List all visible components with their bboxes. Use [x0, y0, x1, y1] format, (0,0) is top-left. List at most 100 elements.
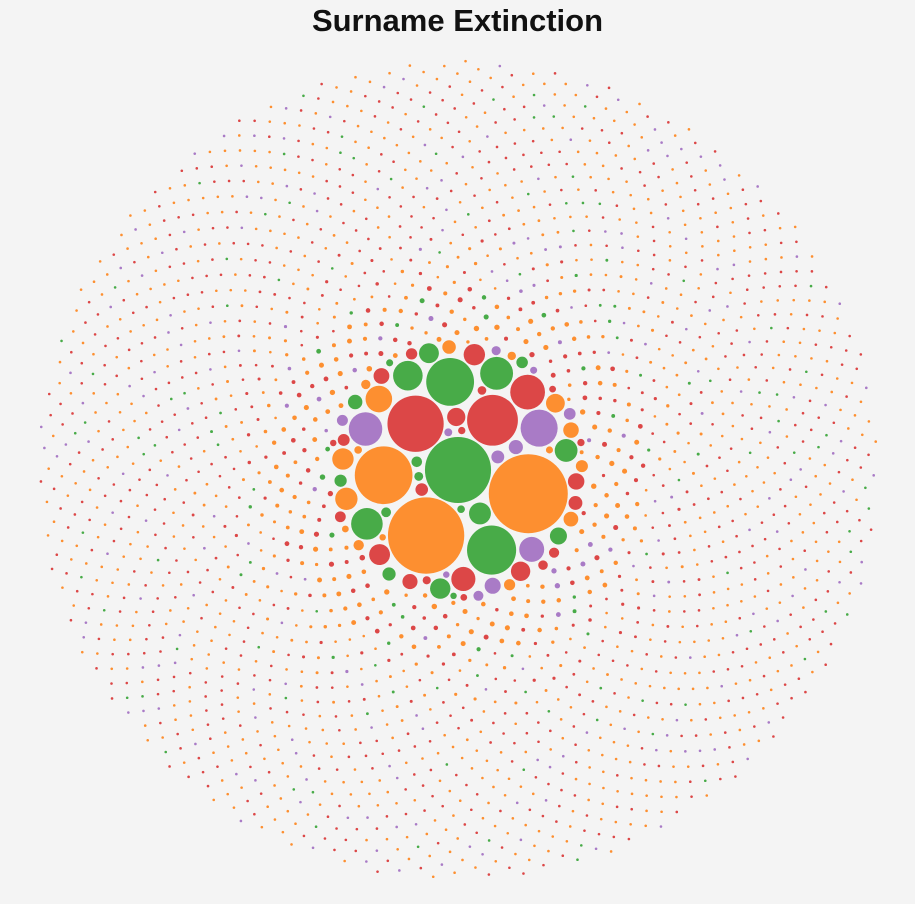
- bubble-orange: [388, 71, 391, 75]
- bubble-red: [354, 849, 358, 853]
- bubble-orange: [564, 82, 568, 86]
- bubble-orange: [377, 694, 381, 698]
- bubble-orange: [312, 417, 318, 422]
- bubble-orange: [318, 714, 322, 718]
- bubble-red: [332, 329, 335, 333]
- bubble-green: [316, 348, 322, 354]
- bubble-purple: [746, 757, 749, 761]
- bubble-green: [541, 312, 547, 318]
- bubble-red: [510, 374, 545, 410]
- bubble-purple: [336, 414, 348, 426]
- bubble-red: [364, 351, 369, 356]
- bubble-orange: [143, 724, 147, 727]
- bubble-green: [416, 845, 420, 849]
- bubble-orange: [99, 623, 103, 626]
- bubble-orange: [370, 295, 374, 299]
- bubble-orange: [425, 832, 429, 836]
- bubble-orange: [698, 671, 701, 675]
- bubble-orange: [739, 315, 743, 319]
- bubble-purple: [157, 664, 161, 667]
- bubble-red: [91, 592, 94, 596]
- bubble-purple: [486, 135, 489, 138]
- bubble-green: [374, 664, 377, 667]
- bubble-purple: [284, 682, 287, 686]
- bubble-red: [563, 354, 568, 359]
- bubble-orange: [599, 569, 604, 574]
- bubble-orange: [814, 474, 818, 478]
- bubble-red: [627, 551, 631, 555]
- bubble-green: [395, 323, 400, 327]
- bubble-orange: [382, 307, 387, 312]
- bubble-orange: [609, 723, 613, 727]
- bubble-purple: [792, 396, 796, 399]
- bubble-red: [762, 286, 765, 289]
- bubble-orange: [285, 668, 288, 671]
- bubble-red: [300, 343, 304, 347]
- bubble-red: [740, 664, 744, 668]
- bubble-green: [684, 703, 687, 706]
- bubble-orange: [267, 480, 272, 484]
- bubble-purple: [425, 186, 429, 190]
- bubble-red: [111, 652, 114, 656]
- bubble-orange: [386, 121, 390, 124]
- bubble-orange: [333, 357, 339, 362]
- bubble-red: [661, 484, 665, 488]
- bubble-red: [594, 189, 597, 192]
- bubble-orange: [260, 825, 264, 829]
- bubble-red: [678, 341, 682, 344]
- bubble-red: [783, 504, 787, 508]
- bubble-orange: [106, 595, 110, 598]
- bubble-red: [522, 872, 525, 875]
- bubble-orange: [635, 501, 640, 507]
- bubble-orange: [74, 482, 77, 485]
- bubble-red: [435, 303, 440, 308]
- bubble-orange: [193, 355, 197, 359]
- bubble-red: [115, 374, 118, 378]
- bubble-orange: [400, 269, 405, 274]
- bubble-purple: [726, 305, 729, 308]
- bubble-red: [415, 483, 429, 496]
- bubble-red: [286, 606, 290, 610]
- bubble-orange: [519, 785, 523, 788]
- bubble-orange: [269, 229, 272, 233]
- bubble-red: [268, 261, 272, 264]
- bubble-red: [302, 834, 306, 838]
- bubble-orange: [268, 120, 272, 123]
- bubble-orange: [283, 339, 288, 343]
- bubble-orange: [404, 593, 408, 597]
- bubble-green: [438, 251, 441, 254]
- bubble-orange: [433, 819, 437, 822]
- bubble-purple: [121, 472, 125, 476]
- bubble-purple: [388, 764, 391, 768]
- bubble-red: [492, 721, 495, 725]
- bubble-orange: [60, 539, 64, 543]
- bubble-orange: [363, 322, 368, 327]
- bubble-orange: [290, 638, 294, 642]
- bubble-orange: [246, 523, 250, 527]
- bubble-orange: [622, 468, 628, 474]
- bubble-orange: [193, 339, 197, 343]
- bubble-orange: [218, 578, 222, 581]
- bubble-orange: [819, 493, 822, 496]
- bubble-orange: [149, 287, 152, 291]
- bubble-orange: [297, 236, 300, 239]
- bubble-orange: [791, 557, 795, 561]
- bubble-orange: [802, 327, 806, 331]
- bubble-orange: [81, 341, 85, 345]
- bubble-purple: [530, 366, 538, 374]
- bubble-red: [772, 638, 776, 641]
- bubble-orange: [731, 220, 735, 224]
- bubble-red: [416, 120, 420, 123]
- bubble-red: [333, 848, 336, 852]
- bubble-orange: [183, 547, 186, 550]
- bubble-purple: [346, 816, 350, 820]
- bubble-purple: [299, 800, 302, 804]
- bubble-red: [582, 395, 588, 401]
- bubble-red: [186, 570, 190, 574]
- bubble-orange: [177, 279, 180, 283]
- bubble-red: [566, 566, 571, 571]
- bubble-red: [402, 574, 418, 590]
- bubble-orange: [701, 245, 704, 248]
- bubble-red: [378, 247, 382, 250]
- bubble-red: [587, 229, 591, 232]
